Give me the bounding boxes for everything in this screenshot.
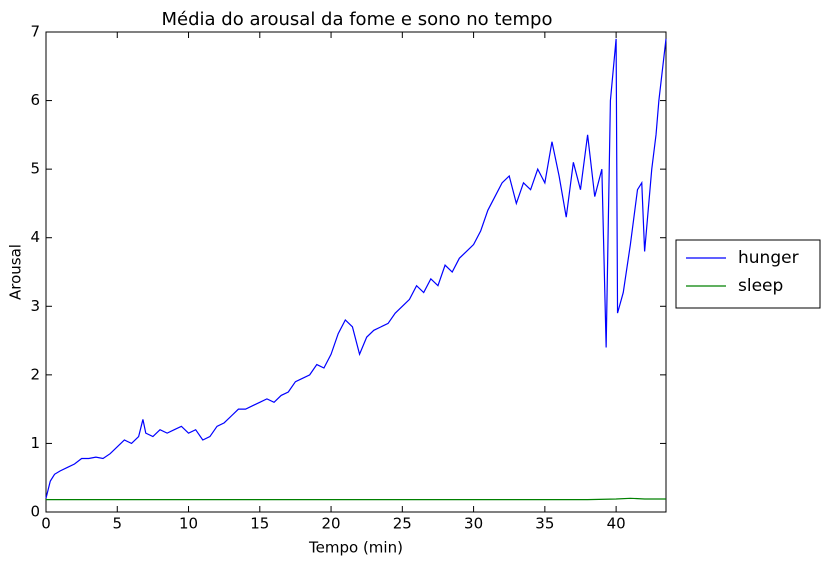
data-line xyxy=(46,497,666,501)
x-tick-label: 30 xyxy=(464,515,483,533)
y-tick-label: 0 xyxy=(30,503,40,521)
y-tick-label: 2 xyxy=(30,365,40,383)
y-tick-label: 3 xyxy=(30,297,40,315)
x-tick-label: 40 xyxy=(607,515,626,533)
y-tick-label: 7 xyxy=(30,23,40,41)
y-tick-label: 1 xyxy=(30,434,40,452)
legend-box xyxy=(675,239,821,309)
chart-title: Média do arousal da fome e sono no tempo xyxy=(162,9,553,30)
y-tick-label: 5 xyxy=(30,160,40,178)
legend-label: sleep xyxy=(738,276,783,296)
x-tick-label: 15 xyxy=(250,515,269,533)
legend-label: hunger xyxy=(738,248,799,268)
data-line xyxy=(45,38,667,499)
y-tick-label: 4 xyxy=(30,228,40,246)
x-tick-label: 0 xyxy=(41,515,51,533)
x-tick-label: 25 xyxy=(393,515,412,533)
x-tick-label: 35 xyxy=(535,515,554,533)
x-tick-label: 20 xyxy=(322,515,341,533)
y-axis-label: Arousal xyxy=(7,244,25,300)
x-tick-label: 5 xyxy=(112,515,122,533)
plot-frame xyxy=(45,31,667,513)
y-tick-label: 6 xyxy=(30,91,40,109)
x-axis-label: Tempo (min) xyxy=(308,539,403,557)
x-tick-label: 10 xyxy=(179,515,198,533)
